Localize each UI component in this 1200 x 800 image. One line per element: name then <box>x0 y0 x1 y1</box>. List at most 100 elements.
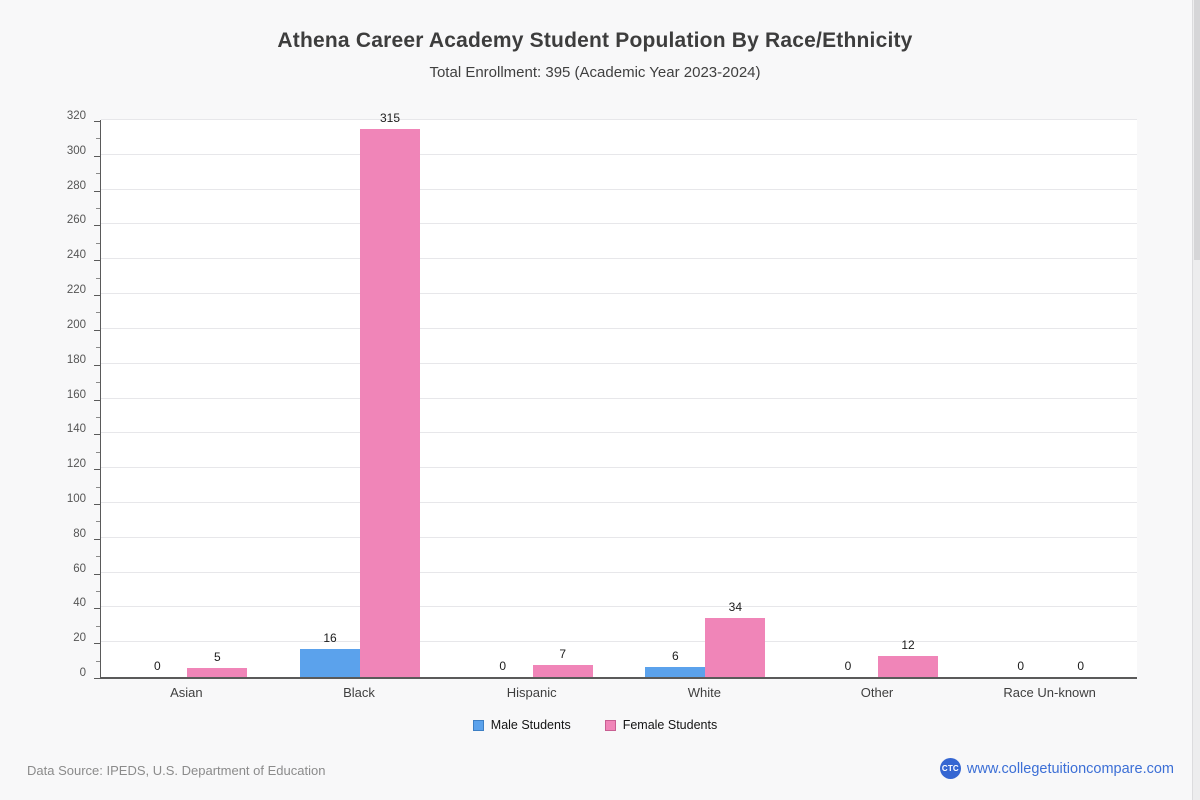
x-tick-label-other: Other <box>860 685 894 700</box>
data-source-note: Data Source: IPEDS, U.S. Department of E… <box>27 763 326 778</box>
y-tick-label-300: 300 <box>66 144 86 157</box>
gridline-120 <box>101 467 1137 469</box>
y-tick-major-200 <box>94 329 100 331</box>
y-tick-label-180: 180 <box>66 353 86 366</box>
y-tick-minor-210 <box>96 312 100 314</box>
bar-female-students-asian <box>187 668 248 677</box>
bar-male-students-black <box>300 649 360 677</box>
y-tick-major-0 <box>94 678 100 679</box>
y-tick-minor-90 <box>96 521 100 523</box>
y-tick-major-120 <box>94 469 100 471</box>
chart-legend: Male Students Female Students <box>0 718 1190 732</box>
chart-title: Athena Career Academy Student Population… <box>277 29 913 52</box>
y-tick-minor-10 <box>96 660 100 662</box>
gridline-20 <box>101 641 1137 643</box>
gridline-220 <box>101 293 1137 295</box>
value-label-female-students-hispanic: 7 <box>559 646 566 661</box>
y-tick-minor-230 <box>96 277 100 279</box>
y-tick-label-120: 120 <box>66 458 86 471</box>
value-label-female-students-race-un-known: 0 <box>1077 659 1084 673</box>
value-label-female-students-black: 315 <box>379 110 401 125</box>
scrollbar[interactable] <box>1192 0 1200 800</box>
y-tick-label-320: 320 <box>66 110 86 122</box>
value-label-male-students-other: 0 <box>844 659 852 673</box>
y-tick-major-80 <box>94 538 100 540</box>
gridline-200 <box>101 327 1137 329</box>
y-tick-label-20: 20 <box>73 632 86 645</box>
y-tick-major-220 <box>94 295 100 297</box>
x-tick-label-asian: Asian <box>170 685 203 700</box>
gridline-180 <box>101 362 1137 364</box>
legend-label: Female Students <box>622 718 718 732</box>
y-tick-major-160 <box>94 399 100 401</box>
value-label-male-students-black: 16 <box>323 631 337 646</box>
y-tick-minor-30 <box>96 625 100 627</box>
site-link[interactable]: www.collegetuitioncompare.com <box>966 760 1174 777</box>
y-axis: 0 20 40 60 80 100 120 140 160 180 200 220 240 260 280 3… <box>0 110 100 679</box>
gridline-320 <box>101 119 1137 120</box>
x-tick-label-black: Black <box>343 685 375 700</box>
gridline-300 <box>101 153 1137 155</box>
y-tick-minor-70 <box>96 556 100 558</box>
y-tick-label-100: 100 <box>66 492 86 505</box>
gridline-80 <box>101 536 1137 538</box>
y-tick-minor-170 <box>96 382 100 384</box>
bar-female-students-white <box>705 617 766 677</box>
value-label-female-students-asian: 5 <box>213 650 221 665</box>
plot-area: 0 5 16 315 0 7 6 34 0 12 0 0 <box>100 111 1137 679</box>
value-label-female-students-other: 12 <box>901 638 915 653</box>
gridline-40 <box>101 606 1137 608</box>
y-tick-minor-250 <box>96 242 100 244</box>
y-tick-label-80: 80 <box>73 527 86 540</box>
y-tick-label-260: 260 <box>66 214 86 227</box>
value-label-male-students-race-un-known: 0 <box>1017 659 1024 673</box>
legend-item-female-students[interactable]: Female Students <box>604 718 718 732</box>
value-label-male-students-hispanic: 0 <box>499 659 506 673</box>
y-tick-minor-150 <box>96 416 100 418</box>
x-tick-label-hispanic: Hispanic <box>506 685 557 700</box>
bar-female-students-hispanic <box>532 664 593 677</box>
value-label-male-students-white: 6 <box>671 648 679 663</box>
gridline-140 <box>101 432 1137 434</box>
bar-male-students-white <box>645 666 706 677</box>
y-tick-minor-310 <box>96 138 100 140</box>
y-tick-minor-290 <box>96 173 100 175</box>
y-tick-label-240: 240 <box>66 249 86 262</box>
ctc-logo-icon: CTC <box>939 758 961 779</box>
y-tick-label-200: 200 <box>66 318 86 331</box>
value-label-male-students-asian: 0 <box>153 659 161 673</box>
y-tick-label-60: 60 <box>73 562 86 575</box>
y-tick-major-260 <box>94 225 100 227</box>
y-tick-major-320 <box>94 121 100 122</box>
x-tick-label-white: White <box>687 685 721 700</box>
x-axis: Asian Black Hispanic White Other Race Un-know… <box>100 685 1137 705</box>
legend-swatch-icon <box>472 719 484 731</box>
bar-female-students-other <box>878 656 938 677</box>
scrollbar-thumb[interactable] <box>1194 0 1200 260</box>
y-tick-label-280: 280 <box>66 179 86 192</box>
gridline-60 <box>101 571 1137 573</box>
gridline-100 <box>101 501 1137 503</box>
y-tick-minor-110 <box>96 486 100 488</box>
legend-item-male-students[interactable]: Male Students <box>472 718 571 732</box>
gridline-260 <box>101 223 1137 225</box>
y-tick-major-100 <box>94 503 100 505</box>
y-tick-label-0: 0 <box>79 667 86 679</box>
legend-label: Male Students <box>490 718 571 732</box>
legend-swatch-icon <box>604 719 616 731</box>
y-tick-label-160: 160 <box>66 388 86 401</box>
y-tick-minor-190 <box>96 347 100 349</box>
y-tick-label-140: 140 <box>66 423 86 436</box>
y-tick-major-140 <box>94 434 100 436</box>
chart-subtitle: Total Enrollment: 395 (Academic Year 202… <box>429 64 761 81</box>
y-tick-major-180 <box>94 364 100 366</box>
y-tick-major-60 <box>94 573 100 575</box>
y-tick-major-40 <box>94 608 100 610</box>
brand-footer[interactable]: CTC www.collegetuitioncompare.com <box>939 758 1174 779</box>
gridline-280 <box>101 188 1137 190</box>
y-tick-label-220: 220 <box>66 284 86 297</box>
y-tick-label-40: 40 <box>73 597 86 610</box>
y-tick-major-240 <box>94 260 100 262</box>
y-tick-minor-270 <box>96 208 100 210</box>
